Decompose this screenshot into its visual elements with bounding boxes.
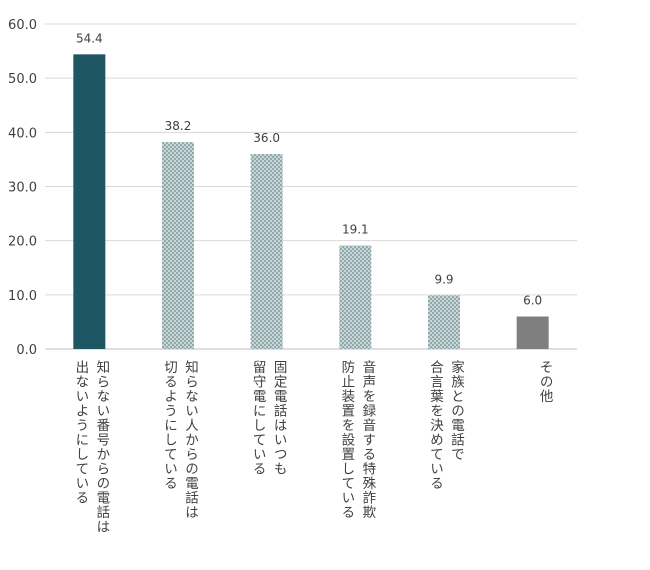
- data-label: 6.0: [523, 294, 542, 308]
- y-tick-label: 0.0: [16, 343, 37, 358]
- data-label: 38.2: [165, 119, 192, 133]
- x-category-label: 知らない人からの電話は 切るようにしている: [161, 360, 198, 520]
- gridlines: [45, 23, 577, 350]
- y-tick-label: 10.0: [8, 289, 37, 304]
- x-category-label: その他: [536, 360, 553, 404]
- y-tick-label: 50.0: [8, 72, 37, 87]
- y-axis: 0.0 10.0 20.0 30.0 40.0 50.0 60.0: [8, 18, 37, 358]
- x-category-label: 固定電話はいつも 留守電にしている: [249, 360, 287, 476]
- y-tick-label: 60.0: [8, 18, 37, 33]
- bar: [162, 142, 194, 349]
- data-label: 9.9: [434, 272, 453, 286]
- bar: [250, 154, 283, 349]
- y-tick-label: 20.0: [8, 235, 37, 250]
- bar: [73, 54, 106, 349]
- y-tick-label: 40.0: [8, 126, 37, 141]
- data-labels: 54.4 38.2 36.0 19.1 9.9 6.0: [76, 31, 542, 307]
- x-category-label: 家族との電話で 合言葉を決めている: [427, 360, 464, 491]
- bars: [73, 54, 549, 349]
- data-label: 19.1: [342, 223, 369, 237]
- data-label: 54.4: [76, 31, 103, 45]
- x-category-label: 音声を録音する特殊詐欺 防止装置を設置している: [338, 360, 376, 520]
- y-tick-label: 30.0: [8, 181, 37, 196]
- x-category-label: 知らない番号からの電話は 出ないようにしている: [72, 360, 110, 534]
- bar: [516, 316, 549, 349]
- bar: [428, 295, 460, 349]
- bar: [339, 245, 372, 349]
- data-label: 36.0: [253, 131, 280, 145]
